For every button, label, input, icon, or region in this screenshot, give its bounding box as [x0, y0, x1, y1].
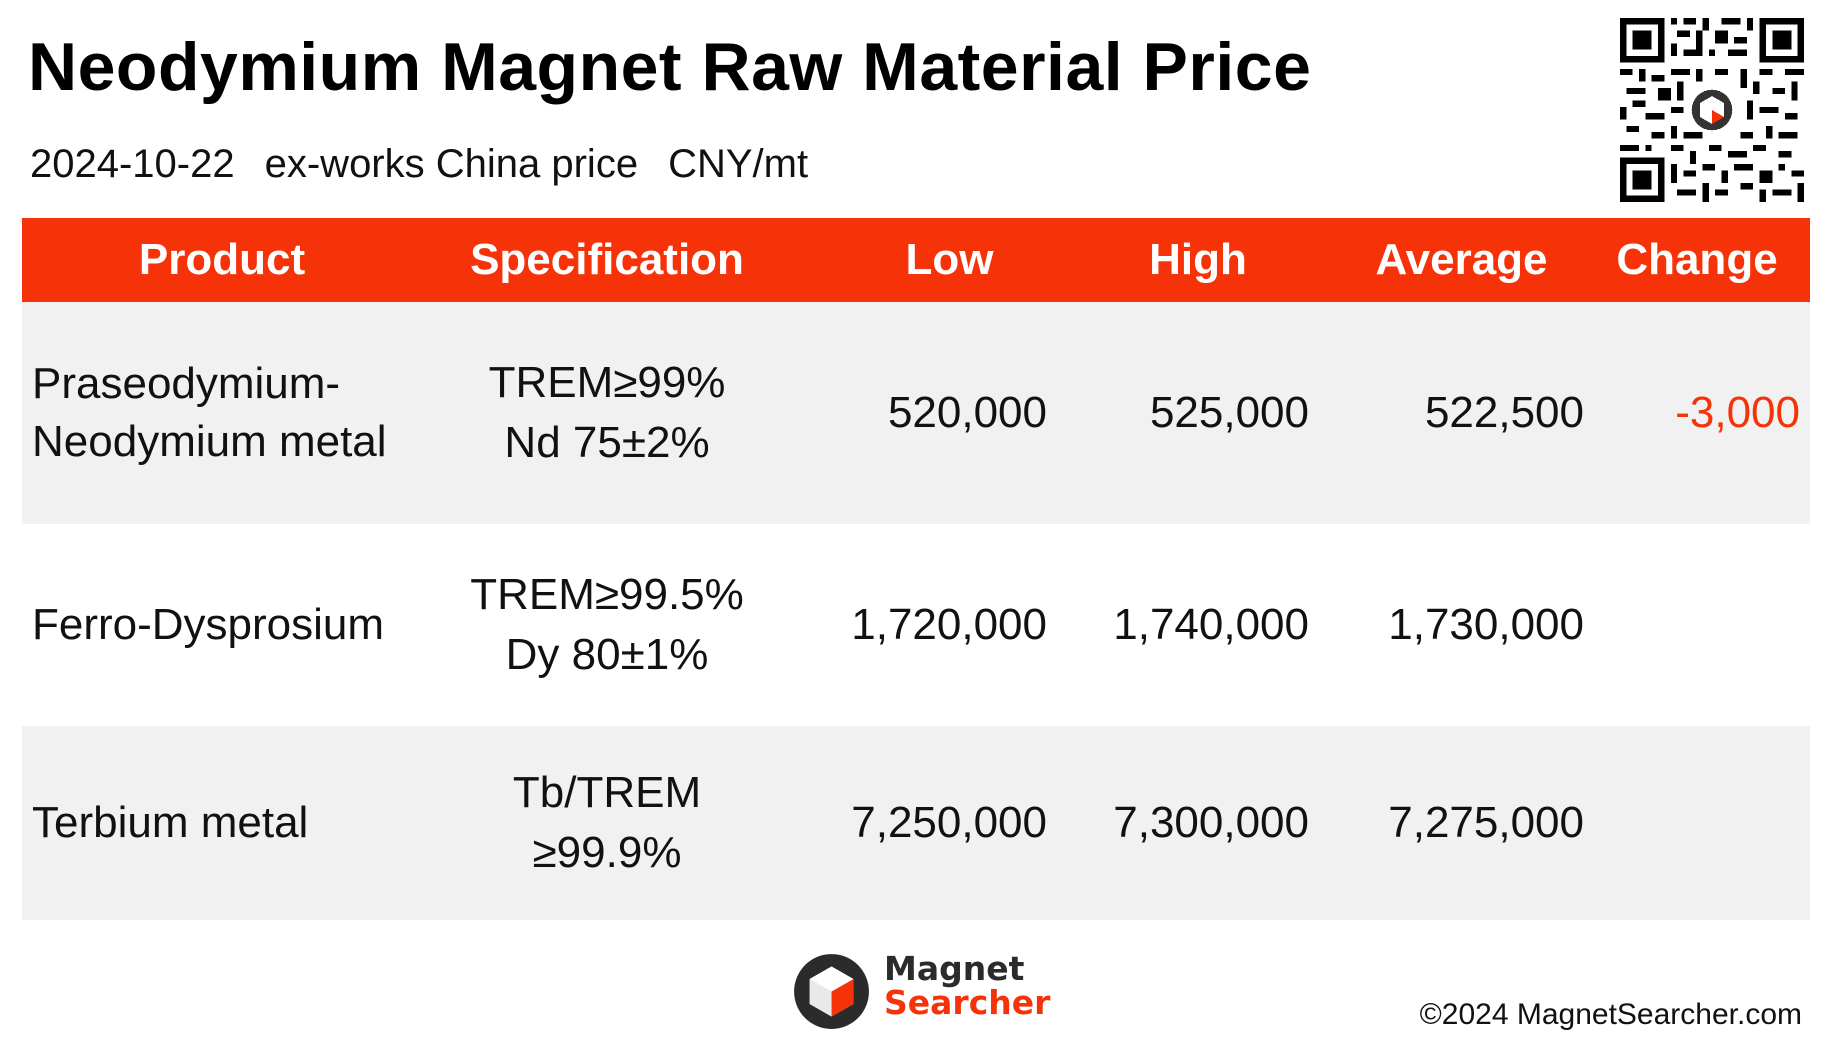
- table-row: Ferro-Dysprosium TREM≥99.5% Dy 80±1% 1,7…: [22, 524, 1810, 726]
- change-cell: -3,000: [1675, 388, 1800, 437]
- product-cell: Terbium metal: [32, 798, 309, 847]
- table-row: Terbium metal Tb/TREM ≥99.9% 7,250,000 7…: [22, 726, 1810, 920]
- low-price-cell: 1,720,000: [851, 600, 1047, 649]
- table-header: Product Specification Low High Average C…: [22, 218, 1810, 302]
- page-title: Neodymium Magnet Raw Material Price: [28, 29, 1312, 105]
- qr-code-icon: [1620, 18, 1804, 202]
- column-header-average: Average: [1375, 235, 1548, 284]
- logo-text-searcher: Searcher: [884, 983, 1051, 1022]
- price-basis: ex-works China price: [264, 142, 639, 186]
- average-price-cell: 522,500: [1424, 388, 1584, 437]
- product-cell: Ferro-Dysprosium: [32, 600, 385, 649]
- price-info: 2024-10-22 ex-works China price CNY/mt: [30, 142, 838, 187]
- price-unit: CNY/mt: [668, 142, 809, 186]
- high-price-cell: 1,740,000: [1113, 600, 1309, 649]
- average-price-cell: 1,730,000: [1388, 600, 1584, 649]
- column-header-change: Change: [1616, 235, 1778, 284]
- magnet-searcher-logo-icon: [794, 954, 869, 1029]
- price-table: Product Specification Low High Average C…: [22, 218, 1810, 920]
- column-header-high: High: [1149, 235, 1247, 284]
- low-price-cell: 7,250,000: [851, 798, 1047, 847]
- specification-cell: TREM≥99% Nd 75±2%: [488, 358, 726, 467]
- column-header-product: Product: [138, 235, 306, 284]
- logo-text-magnet: Magnet: [884, 949, 1025, 988]
- low-price-cell: 520,000: [887, 388, 1047, 437]
- logo-wordmark: Magnet Searcher: [884, 952, 1050, 1020]
- high-price-cell: 7,300,000: [1113, 798, 1309, 847]
- copyright-notice: ©2024 MagnetSearcher.com: [1419, 998, 1802, 1031]
- specification-cell: TREM≥99.5% Dy 80±1%: [470, 570, 744, 679]
- column-header-specification: Specification: [470, 235, 744, 284]
- specification-cell: Tb/TREM ≥99.9%: [512, 768, 702, 877]
- price-date: 2024-10-22: [30, 142, 235, 186]
- average-price-cell: 7,275,000: [1388, 798, 1584, 847]
- table-row: Praseodymium- Neodymium metal TREM≥99% N…: [22, 302, 1810, 524]
- product-cell: Praseodymium- Neodymium metal: [32, 359, 387, 466]
- high-price-cell: 525,000: [1149, 388, 1309, 437]
- column-header-low: Low: [905, 235, 994, 284]
